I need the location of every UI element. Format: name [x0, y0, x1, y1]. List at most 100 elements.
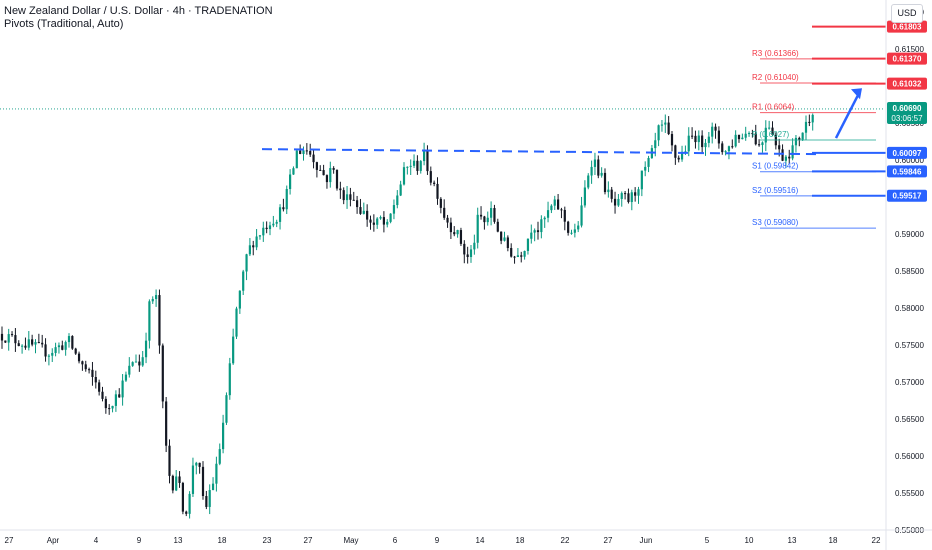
current-price-badge[interactable] [887, 101, 927, 124]
candle-body [503, 237, 506, 241]
candle-body [114, 394, 117, 406]
candle-body [724, 151, 727, 153]
candle-body [469, 249, 473, 258]
candle-body [419, 161, 422, 171]
candle-body [335, 169, 339, 189]
candle-body [232, 336, 235, 364]
candle-body [416, 160, 419, 171]
candle-body [61, 345, 64, 350]
candle-body [369, 219, 372, 223]
candle-body [198, 462, 201, 467]
candle-body [654, 140, 657, 149]
candle-body [134, 361, 138, 363]
candle-body [289, 174, 292, 190]
candle-body [449, 222, 452, 233]
candle-body [667, 122, 670, 135]
candle-body [751, 133, 754, 135]
candle-body [409, 165, 412, 167]
candle-body [268, 225, 272, 230]
candle-body [788, 156, 791, 159]
candle-body [218, 449, 221, 464]
candle-body [47, 355, 50, 357]
bullish-arrow-head [851, 88, 862, 100]
candle-body [71, 336, 74, 349]
candle-body [473, 242, 476, 250]
candle-body [98, 382, 101, 392]
candle-body [603, 172, 607, 193]
candle-body [191, 465, 195, 494]
candle-body [325, 175, 329, 183]
candle-body [516, 255, 519, 258]
candle-body [781, 149, 784, 161]
candle-body [67, 336, 71, 343]
candle-body [57, 345, 61, 348]
price-badge[interactable] [887, 165, 927, 178]
current-price-label: 0.60690 [893, 104, 922, 113]
chart-title: New Zealand Dollar / U.S. Dollar · 4h · … [4, 5, 273, 17]
candle-body [342, 190, 345, 201]
price-badge-label: 0.61370 [893, 55, 922, 64]
plot-area[interactable] [0, 113, 814, 519]
candle-body [768, 127, 771, 129]
neckline-dashed-line [261, 148, 821, 156]
candle-body [349, 194, 352, 200]
candle-body [81, 361, 84, 365]
candle-body [644, 166, 647, 171]
candle-body [459, 230, 463, 244]
candle-body [54, 347, 57, 353]
indicator-label[interactable]: Pivots (Traditional, Auto) [4, 18, 124, 30]
currency-button[interactable]: USD [891, 4, 923, 23]
candle-body [624, 193, 627, 195]
candle-body [567, 221, 570, 233]
price-badge[interactable] [887, 146, 927, 159]
time-tick-label: 27 [5, 536, 14, 545]
candle-body [737, 134, 741, 140]
candle-body [242, 271, 245, 291]
candle-body [238, 290, 241, 309]
pivot-label: S1 (0.59842) [752, 162, 799, 171]
candle-body [168, 445, 171, 476]
candle-body [376, 218, 379, 225]
time-axis[interactable]: 27 Apr 4 9 13 18 23 27 May 6 9 14 18 22 27 Jun 5 10 13 18 22 [0, 529, 932, 545]
candle-body [195, 462, 198, 466]
candle-body [138, 361, 141, 366]
time-tick-label: 13 [174, 536, 183, 545]
candle-body [587, 175, 590, 188]
price-badge[interactable] [887, 52, 927, 65]
candle-body [513, 256, 516, 258]
candle-body [510, 248, 513, 257]
price-badge-label: 0.61803 [893, 23, 922, 32]
candle-body [285, 189, 288, 210]
candle-body [332, 168, 335, 170]
candle-body [620, 193, 623, 199]
price-badge[interactable] [887, 77, 927, 90]
time-tick-label: Jun [640, 536, 653, 545]
candle-body [178, 476, 181, 483]
candle-body [258, 235, 262, 237]
candle-body [148, 301, 151, 341]
candle-body [21, 345, 24, 347]
price-badge[interactable] [887, 20, 927, 33]
candle-body [627, 193, 630, 203]
candle-body [530, 232, 533, 239]
price-axis[interactable]: 0.620000.615000.610000.605000.600000.595… [885, 0, 927, 550]
candle-body [801, 132, 804, 140]
candle-body [583, 187, 586, 206]
price-badge[interactable] [887, 189, 927, 202]
candle-body [674, 145, 677, 158]
time-tick-label: 9 [435, 536, 440, 545]
candle-body [151, 298, 154, 302]
candle-body [714, 126, 717, 131]
candle-body [496, 221, 499, 232]
candle-body [536, 230, 540, 233]
candle-body [546, 210, 550, 218]
candle-body [613, 198, 617, 206]
candle-body [573, 229, 576, 233]
candle-body [691, 135, 694, 137]
candle-body [727, 146, 731, 152]
time-tick-label: 18 [516, 536, 525, 545]
candle-body [523, 250, 526, 257]
candle-body [429, 171, 432, 183]
candle-body [436, 183, 439, 199]
